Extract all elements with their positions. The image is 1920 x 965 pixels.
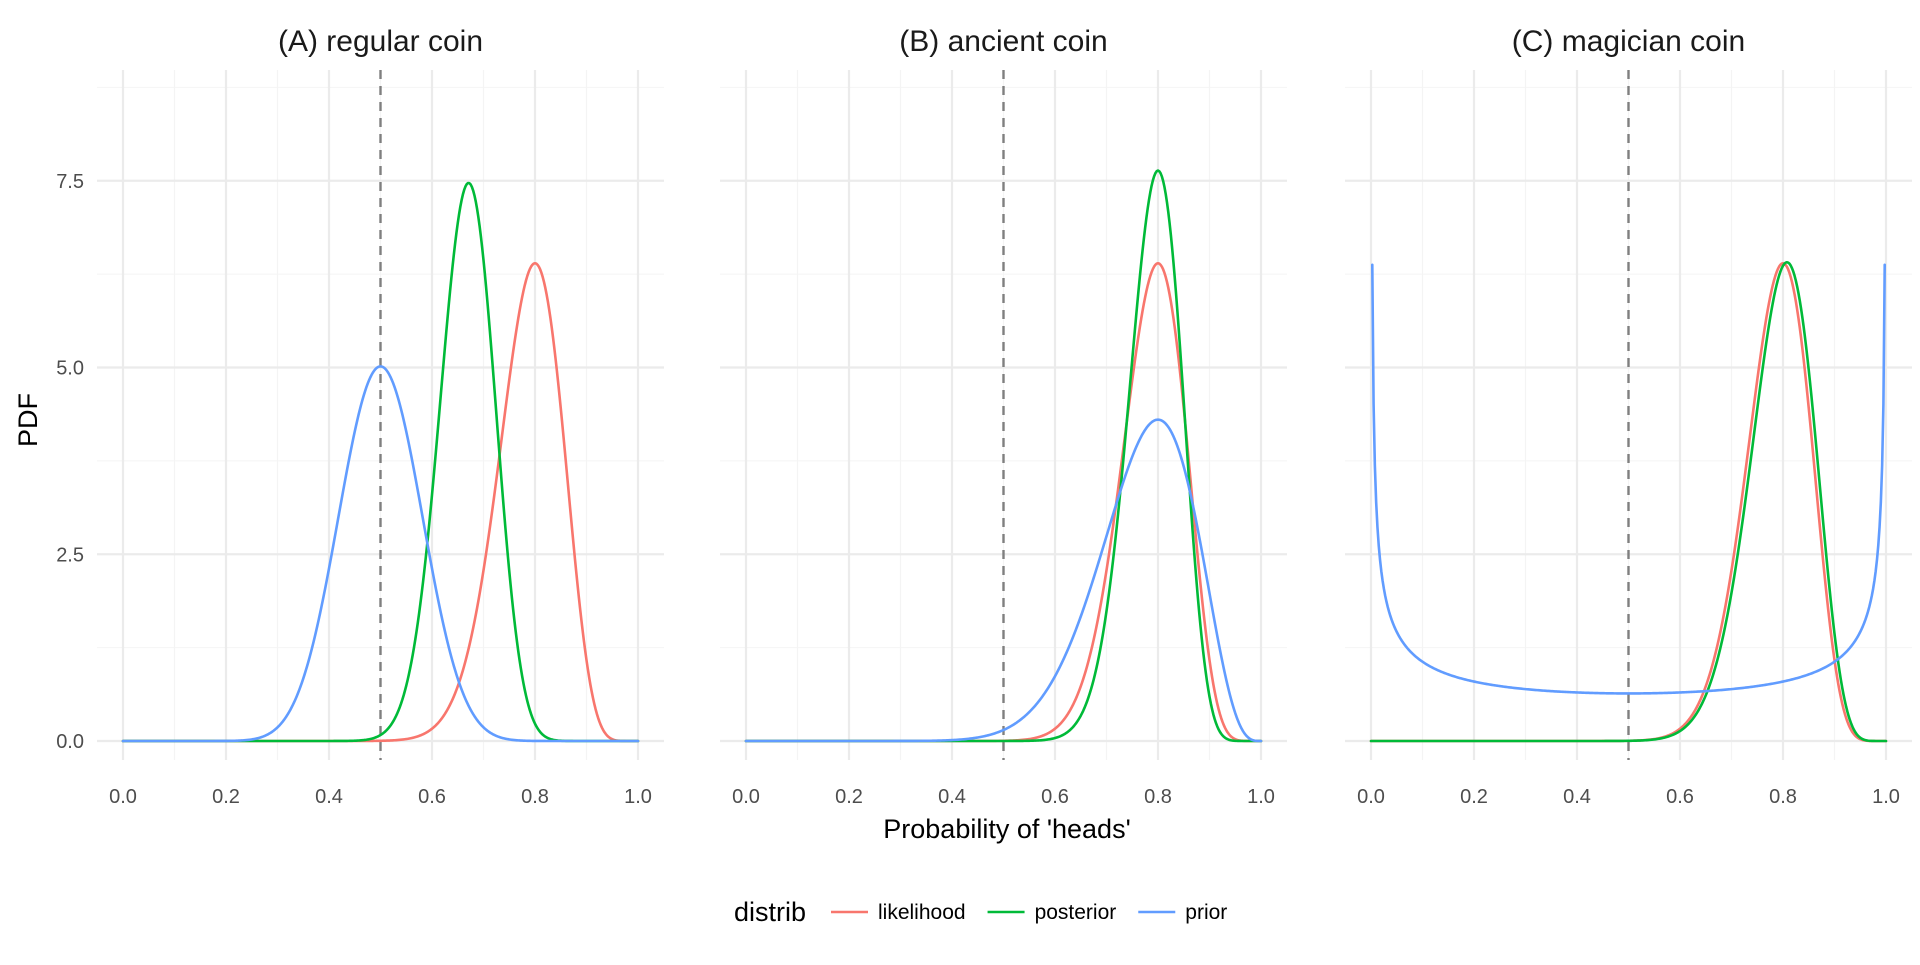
x-tick-label: 0.4 — [1563, 786, 1591, 808]
x-tick-label: 0.2 — [212, 786, 240, 808]
legend-label-likelihood: likelihood — [878, 901, 966, 924]
legend-entry-likelihood: likelihood — [831, 901, 966, 924]
y-axis-title: PDF — [13, 393, 43, 447]
panel-title-1: (A) regular coin — [278, 25, 483, 58]
panel-3: (C) magician coin 0.0 0.2 0.4 0.6 0.8 1.0 — [1345, 25, 1912, 808]
series-group — [1369, 260, 1888, 743]
legend-label-posterior: posterior — [1035, 901, 1117, 924]
x-tick-label: 0.8 — [521, 786, 549, 808]
x-tick-label: 1.0 — [624, 786, 652, 808]
legend-entry-prior: prior — [1138, 901, 1227, 924]
legend-label-prior: prior — [1185, 901, 1227, 924]
x-tick-label: 1.0 — [1247, 786, 1275, 808]
series-prior-line — [744, 418, 1263, 743]
legend-entry-posterior: posterior — [987, 901, 1117, 924]
y-tick-label: 2.5 — [56, 544, 84, 566]
series-group — [121, 181, 640, 743]
panel-2: (B) ancient coin 0.0 0.2 0.4 0.6 0.8 1.0 — [720, 25, 1287, 808]
series-group — [744, 169, 1263, 743]
panel-title-2: (B) ancient coin — [899, 25, 1107, 58]
x-tick-label: 0.4 — [938, 786, 966, 808]
x-tick-label: 0.0 — [1357, 786, 1385, 808]
legend: distrib likelihood posterior prior — [734, 897, 1227, 927]
x-tick-label: 0.2 — [1460, 786, 1488, 808]
series-prior-line — [1370, 263, 1887, 695]
x-tick-label: 0.6 — [418, 786, 446, 808]
legend-entries: likelihood posterior prior — [831, 901, 1227, 924]
x-tick-label: 0.0 — [109, 786, 137, 808]
x-tick-label: 0.0 — [732, 786, 760, 808]
x-tick-label: 0.4 — [315, 786, 343, 808]
panels-layer: (A) regular coin 0.0 0.2 0.4 0.6 0.8 1.0 0.0 2.5… — [56, 25, 1912, 808]
series-prior-line — [121, 365, 640, 743]
legend-title: distrib — [734, 897, 806, 927]
x-tick-label: 0.6 — [1666, 786, 1694, 808]
x-tick-label: 0.6 — [1041, 786, 1069, 808]
x-axis-title: Probability of 'heads' — [883, 814, 1130, 844]
y-tick-label: 7.5 — [56, 171, 84, 193]
y-tick-label: 5.0 — [56, 358, 84, 380]
series-posterior-line — [1369, 260, 1888, 743]
x-tick-label: 0.8 — [1144, 786, 1172, 808]
x-tick-label: 0.2 — [835, 786, 863, 808]
x-tick-label: 1.0 — [1872, 786, 1900, 808]
x-tick-label: 0.8 — [1769, 786, 1797, 808]
panel-title-3: (C) magician coin — [1512, 25, 1745, 58]
y-tick-label: 0.0 — [56, 731, 84, 753]
panel-1: (A) regular coin 0.0 0.2 0.4 0.6 0.8 1.0 0.0 2.5… — [56, 25, 664, 808]
